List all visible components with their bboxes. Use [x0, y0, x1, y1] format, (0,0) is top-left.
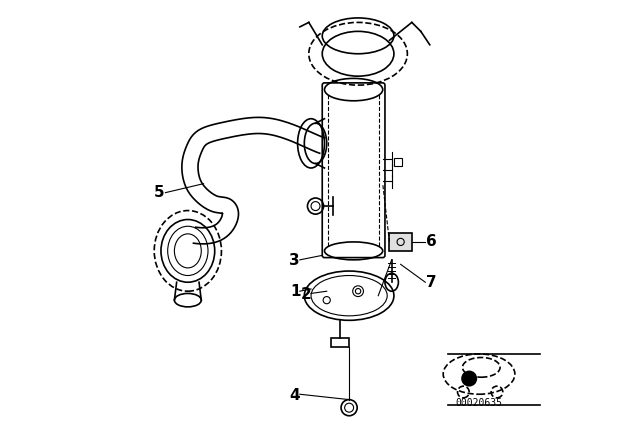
Text: 2: 2	[300, 287, 311, 302]
Text: 6: 6	[426, 234, 436, 250]
Text: 4: 4	[289, 388, 300, 403]
Bar	[389, 233, 412, 251]
Bar	[394, 158, 402, 166]
Text: 7: 7	[426, 275, 436, 290]
Text: 5: 5	[154, 185, 164, 200]
Text: 00020635: 00020635	[456, 398, 502, 408]
Text: 1: 1	[290, 284, 301, 299]
Bar	[332, 338, 349, 347]
Text: 3: 3	[289, 253, 300, 268]
Circle shape	[462, 371, 476, 386]
FancyBboxPatch shape	[323, 83, 385, 258]
